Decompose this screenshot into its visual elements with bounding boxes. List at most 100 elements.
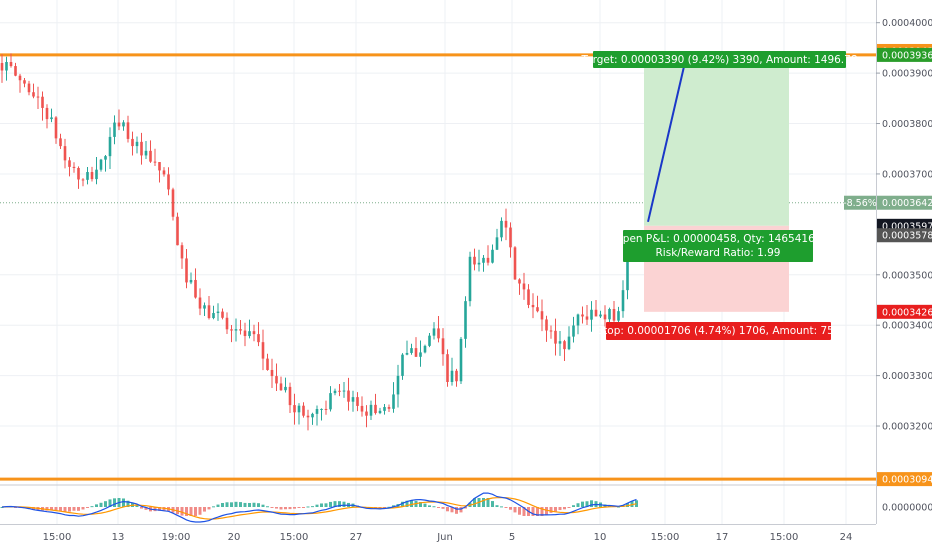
- candle-body: [194, 279, 197, 298]
- macd-histogram-bar: [113, 498, 116, 507]
- candle-body: [297, 405, 301, 413]
- price-badge-label: 0.00039361: [882, 50, 932, 61]
- macd-histogram-bar: [630, 501, 634, 507]
- candle-body: [504, 220, 508, 228]
- macd-histogram-bar: [531, 507, 535, 516]
- price-badge: [877, 195, 932, 210]
- macd-histogram-bar: [554, 507, 557, 512]
- macd-histogram-bar: [243, 502, 247, 507]
- candle-body: [171, 189, 175, 217]
- macd-histogram-bar: [306, 506, 310, 508]
- macd-histogram-bar: [63, 507, 67, 512]
- candle-body: [239, 329, 242, 331]
- candle-body: [495, 237, 499, 250]
- macd-histogram-bar: [234, 501, 238, 507]
- candle-body: [513, 247, 517, 280]
- macd-histogram-bar: [450, 507, 454, 513]
- macd-histogram-bar: [432, 506, 436, 508]
- candle-body: [347, 390, 350, 402]
- macd-histogram-bar: [320, 503, 323, 507]
- macd-histogram-bar: [144, 507, 148, 510]
- candle-body: [14, 66, 17, 76]
- macd-histogram-bar: [180, 507, 184, 516]
- candle-body: [293, 405, 296, 413]
- price-badge-label: 0.00034265: [882, 307, 932, 318]
- macd-histogram-bar: [221, 502, 224, 507]
- candle-body: [464, 301, 467, 339]
- candle-body: [365, 411, 368, 416]
- macd-histogram-bar: [423, 503, 427, 507]
- macd-histogram-bar: [513, 507, 517, 513]
- candle-body: [122, 122, 125, 127]
- macd-signal-line: [1, 497, 637, 520]
- macd-histogram-bar: [59, 507, 62, 511]
- candle-body: [567, 336, 571, 350]
- candle-body: [315, 409, 319, 414]
- macd-histogram-bar: [189, 507, 193, 516]
- candle-body: [153, 161, 157, 163]
- macd-histogram-bar: [153, 507, 157, 512]
- candle-body: [356, 397, 359, 406]
- candle-body: [401, 354, 404, 376]
- profit-zone: [644, 54, 789, 226]
- candle-body: [351, 397, 355, 402]
- macd-histogram-bar: [504, 507, 508, 508]
- trend-arrow: [647, 57, 687, 223]
- candle-body: [383, 407, 386, 411]
- candle-body: [72, 166, 76, 168]
- candle-body: [180, 245, 184, 259]
- macd-histogram-bar: [207, 507, 211, 510]
- macd-histogram-bar: [54, 507, 58, 511]
- pnl-label-text: Open P&L: 0.00000458, Qty: 14654161: [615, 233, 822, 245]
- candle-body: [608, 308, 611, 320]
- candle-body: [518, 279, 521, 284]
- candle-body: [135, 141, 139, 147]
- macd-histogram-bar: [81, 507, 85, 510]
- stop-label-box: [606, 322, 831, 340]
- candle-body: [225, 317, 229, 330]
- position-tool: [644, 54, 789, 312]
- candle-body: [81, 179, 85, 181]
- candle-body: [113, 122, 116, 137]
- macd-histogram-bar: [626, 503, 629, 507]
- macd-histogram-bar: [459, 507, 463, 513]
- price-badge: [877, 304, 932, 319]
- candle-body: [594, 309, 598, 317]
- macd-histogram-bar: [203, 507, 206, 512]
- candle-body: [18, 75, 22, 81]
- price-badge-label: 0.00035971: [882, 221, 932, 232]
- candle-body: [99, 159, 103, 170]
- macd-histogram-bar: [311, 506, 314, 508]
- candle-body: [86, 172, 89, 180]
- candle-body: [275, 376, 278, 384]
- macd-histogram-bar: [99, 502, 103, 507]
- macd-histogram-bar: [342, 501, 346, 507]
- candle-body: [324, 408, 328, 410]
- candle-body: [104, 156, 107, 160]
- candle-body: [95, 169, 98, 180]
- candle-body: [243, 330, 247, 337]
- candle-body: [612, 308, 616, 321]
- macd-histogram-bar: [77, 507, 80, 511]
- candle-body: [491, 249, 494, 263]
- candle-body: [545, 319, 548, 331]
- macd-histogram-bar: [297, 507, 301, 508]
- macd-histogram-bar: [549, 507, 553, 513]
- candle-body: [509, 227, 512, 248]
- candle-body: [603, 314, 607, 320]
- candle-body: [162, 170, 166, 175]
- candle-body: [621, 290, 625, 312]
- candle-body: [234, 329, 238, 331]
- candle-body: [45, 107, 49, 120]
- stop-label-text: Stop: 0.00001706 (4.74%) 1706, Amount: 7…: [596, 325, 840, 337]
- candle-body: [486, 257, 490, 263]
- candle-body: [149, 150, 152, 162]
- target-label-text: Target: 0.00003390 (9.42%) 3390, Amount:…: [581, 54, 858, 66]
- candle-body: [369, 404, 373, 416]
- x-tick-label: 13: [112, 532, 125, 543]
- macd-histogram-bar: [225, 502, 229, 507]
- macd-histogram-bar: [473, 498, 476, 507]
- macd-histogram-bar: [324, 503, 328, 507]
